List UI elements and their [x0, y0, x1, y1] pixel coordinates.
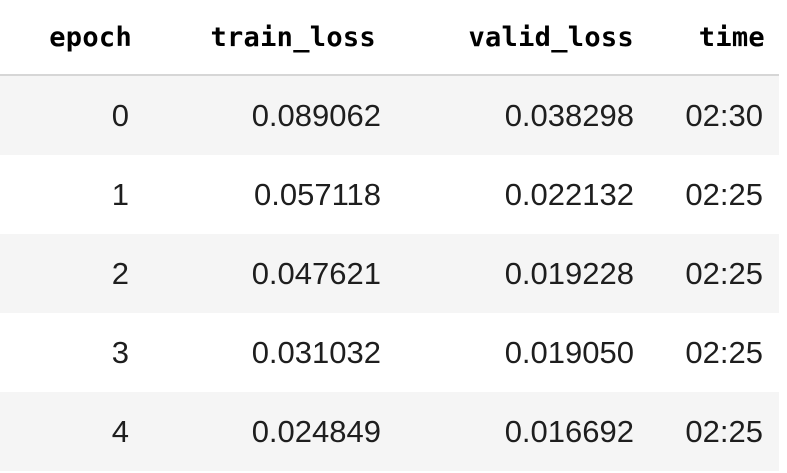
- cell-train-loss: 0.031032: [146, 313, 394, 392]
- cell-time: 02:30: [648, 75, 779, 155]
- cell-valid-loss: 0.022132: [394, 155, 648, 234]
- cell-train-loss: 0.089062: [146, 75, 394, 155]
- cell-train-loss: 0.047621: [146, 234, 394, 313]
- cell-epoch: 3: [0, 313, 146, 392]
- cell-train-loss: 0.024849: [146, 392, 394, 471]
- column-header-train-loss: train_loss: [146, 0, 394, 76]
- cell-valid-loss: 0.019228: [394, 234, 648, 313]
- cell-time: 02:25: [648, 392, 779, 471]
- table-body: 0 0.089062 0.038298 02:30 1 0.057118 0.0…: [0, 75, 779, 471]
- cell-time: 02:25: [648, 155, 779, 234]
- table-row: 1 0.057118 0.022132 02:25: [0, 155, 779, 234]
- cell-train-loss: 0.057118: [146, 155, 394, 234]
- table-header: epoch train_loss valid_loss time: [0, 0, 779, 76]
- cell-epoch: 1: [0, 155, 146, 234]
- cell-time: 02:25: [648, 234, 779, 313]
- header-row: epoch train_loss valid_loss time: [0, 0, 779, 76]
- cell-epoch: 0: [0, 75, 146, 155]
- column-header-time: time: [648, 0, 779, 76]
- cell-epoch: 4: [0, 392, 146, 471]
- cell-epoch: 2: [0, 234, 146, 313]
- table-row: 2 0.047621 0.019228 02:25: [0, 234, 779, 313]
- column-header-epoch: epoch: [0, 0, 146, 76]
- cell-valid-loss: 0.038298: [394, 75, 648, 155]
- cell-valid-loss: 0.016692: [394, 392, 648, 471]
- table-row: 4 0.024849 0.016692 02:25: [0, 392, 779, 471]
- column-header-valid-loss: valid_loss: [394, 0, 648, 76]
- cell-valid-loss: 0.019050: [394, 313, 648, 392]
- cell-time: 02:25: [648, 313, 779, 392]
- table-row: 3 0.031032 0.019050 02:25: [0, 313, 779, 392]
- table-row: 0 0.089062 0.038298 02:30: [0, 75, 779, 155]
